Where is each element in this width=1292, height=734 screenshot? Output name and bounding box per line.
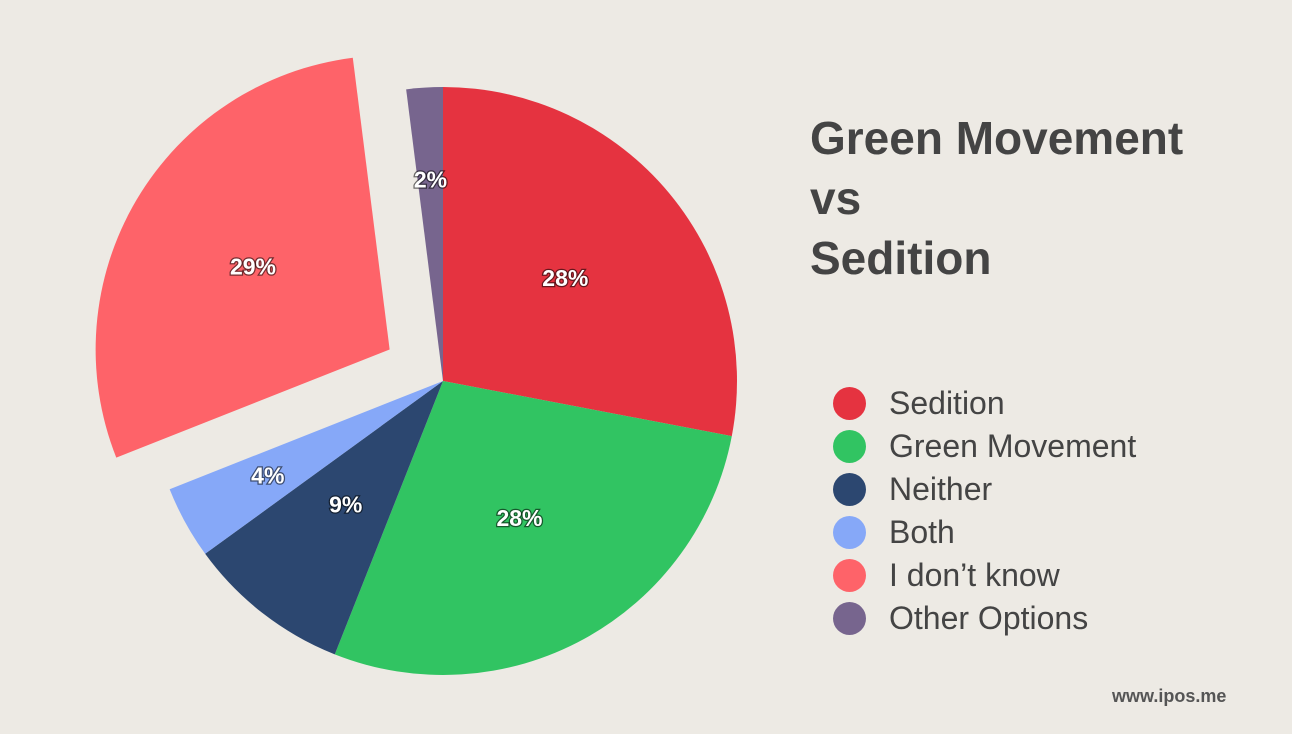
chart-title: Green Movement vs Sedition <box>810 108 1183 288</box>
legend-label: Other Options <box>889 600 1089 636</box>
legend-item: Other Options <box>833 597 1136 640</box>
chart-title-line: vs <box>810 172 862 224</box>
slice-value-label: 29% <box>230 254 276 280</box>
chart-legend: Sedition Green Movement Neither Both I d… <box>833 382 1136 640</box>
slice-value-label: 2% <box>414 167 447 193</box>
pie-slice-sedition <box>443 87 737 437</box>
legend-label: Both <box>889 514 955 550</box>
legend-swatch <box>833 430 866 463</box>
slice-value-label: 4% <box>251 462 284 488</box>
chart-title-line: Green Movement <box>810 112 1184 164</box>
legend-label: Neither <box>889 471 993 507</box>
legend-swatch <box>833 559 866 592</box>
legend-label: Sedition <box>889 385 1005 421</box>
slice-value-label: 28% <box>496 505 542 531</box>
pie-slice-i-don-t-know <box>95 57 390 458</box>
legend-item: Sedition <box>833 382 1136 425</box>
legend-item: Neither <box>833 468 1136 511</box>
slice-value-label: 28% <box>542 265 588 291</box>
pie-slice-both <box>169 381 444 554</box>
legend-swatch <box>833 473 866 506</box>
legend-swatch <box>833 387 866 420</box>
legend-label: I don’t know <box>889 557 1060 593</box>
legend-label: Green Movement <box>889 428 1137 464</box>
slice-value-label: 9% <box>329 492 362 518</box>
chart-title-line: Sedition <box>810 232 992 284</box>
legend-item: Green Movement <box>833 425 1136 468</box>
site-url: www.ipos.me <box>1112 686 1227 706</box>
legend-swatch <box>833 516 866 549</box>
legend-swatch <box>833 602 866 635</box>
legend-item: Both <box>833 511 1136 554</box>
pie-slice-green-movement <box>334 381 732 676</box>
legend-item: I don’t know <box>833 554 1136 597</box>
pie-slice-neither <box>205 381 443 655</box>
pie-slice-other-options <box>406 87 443 381</box>
